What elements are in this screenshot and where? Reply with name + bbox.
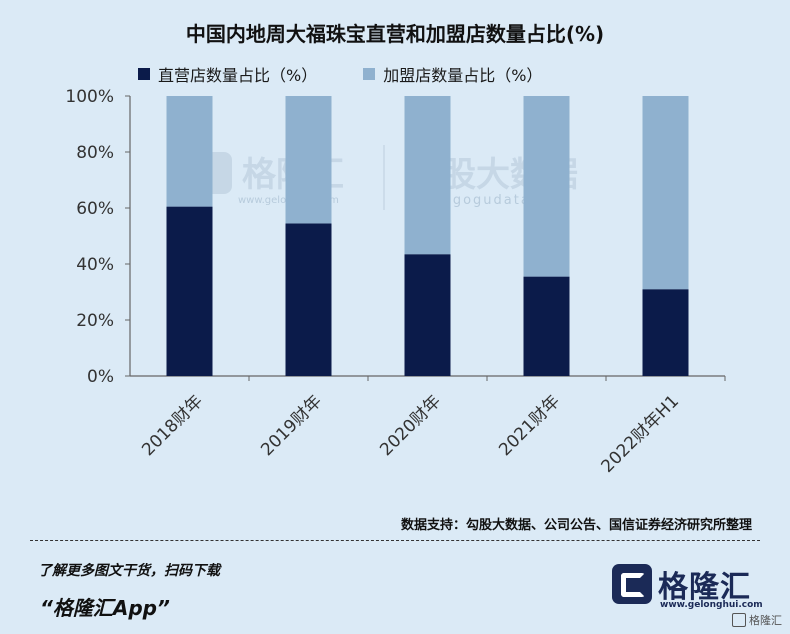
x-tick-label: 2022财年H1 bbox=[598, 391, 683, 476]
x-tick-label: 2019财年 bbox=[257, 391, 326, 460]
legend-item-franchise: 加盟店数量占比（%） bbox=[363, 62, 542, 86]
footer-app-name: “格隆汇App” bbox=[40, 596, 170, 620]
y-tick-label: 40% bbox=[76, 255, 114, 275]
footer-promo-text: 了解更多图文干货，扫码下载 bbox=[38, 563, 220, 579]
bar-franchise bbox=[523, 96, 570, 277]
source-note: 数据支持：勾股大数据、公司公告、国信证券经济研究所整理 bbox=[400, 518, 752, 533]
footer-brand-logo: 格隆汇 bbox=[612, 562, 751, 606]
brand-url: www.gelonghui.com bbox=[660, 600, 763, 610]
x-tick-label: 2020财年 bbox=[376, 391, 445, 460]
y-tick-label: 20% bbox=[76, 311, 114, 331]
y-tick-label: 60% bbox=[76, 199, 114, 219]
bar-franchise bbox=[642, 96, 689, 290]
bar-direct bbox=[166, 206, 213, 376]
y-tick-label: 80% bbox=[76, 143, 114, 163]
y-tick-label: 0% bbox=[87, 367, 114, 387]
chart-legend: 直营店数量占比（%） 加盟店数量占比（%） bbox=[138, 62, 542, 86]
corner-watermark-label: 格隆汇 bbox=[749, 614, 782, 627]
footer-divider bbox=[30, 540, 760, 541]
corner-watermark: 格隆汇 bbox=[732, 612, 782, 628]
y-tick-label: 100% bbox=[65, 87, 114, 107]
bar-direct bbox=[404, 254, 451, 376]
legend-swatch-direct bbox=[138, 68, 150, 80]
stacked-bar-chart: 格隆汇www.gelonghui.com勾股大数据www.gogudata.co… bbox=[65, 87, 726, 477]
legend-label-direct: 直营店数量占比（%） bbox=[158, 66, 318, 85]
brand-logo-icon bbox=[612, 564, 652, 604]
bar-direct bbox=[285, 223, 332, 376]
chart-title: 中国内地周大福珠宝直营和加盟店数量占比(%) bbox=[185, 22, 605, 46]
legend-item-direct: 直营店数量占比（%） bbox=[138, 62, 317, 86]
bar-franchise bbox=[285, 96, 332, 224]
bar-direct bbox=[523, 276, 570, 376]
bar-franchise bbox=[404, 96, 451, 255]
x-tick-label: 2021财年 bbox=[495, 391, 564, 460]
legend-swatch-franchise bbox=[363, 68, 376, 80]
legend-label-franchise: 加盟店数量占比（%） bbox=[383, 66, 543, 85]
x-tick-label: 2018财年 bbox=[138, 391, 207, 460]
bar-franchise bbox=[166, 96, 213, 207]
bar-direct bbox=[642, 289, 689, 376]
brand-name: 格隆汇 bbox=[658, 570, 751, 605]
corner-logo-icon bbox=[732, 613, 746, 627]
